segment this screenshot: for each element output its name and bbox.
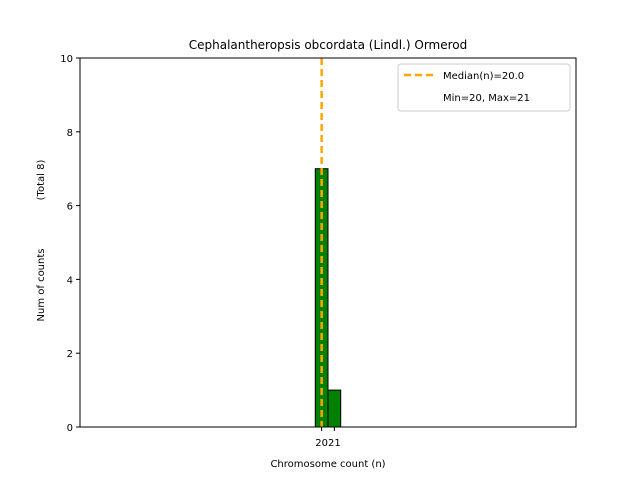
- legend-entry-minmax: Min=20, Max=21: [443, 93, 530, 104]
- x-tick-label: 21: [328, 438, 341, 449]
- x-axis-label: Chromosome count (n): [270, 459, 385, 470]
- y-tick-label: 2: [67, 349, 73, 360]
- legend-entry-median: Median(n)=20.0: [443, 71, 524, 82]
- bar-21: [327, 389, 342, 428]
- y-tick-label: 8: [67, 128, 73, 139]
- plot-frame: [79, 57, 577, 428]
- x-tick-label: 20: [315, 438, 328, 449]
- y-tick-label: 0: [67, 423, 73, 434]
- y-axis-ticks: 0 2 4 6 8 10: [60, 54, 80, 434]
- y-tick-label: 4: [67, 275, 73, 286]
- y-tick-label: 10: [60, 54, 73, 65]
- legend: Median(n)=20.0 Min=20, Max=21: [397, 63, 571, 112]
- y-axis-total-label: (Total 8): [36, 160, 47, 201]
- y-tick-label: 6: [67, 202, 73, 213]
- y-axis-label: Num of counts: [36, 249, 47, 322]
- x-axis-ticks: 20 21: [315, 427, 341, 449]
- chart-title: Cephalantheropsis obcordata (Lindl.) Orm…: [189, 38, 468, 52]
- legend-box: [397, 63, 571, 112]
